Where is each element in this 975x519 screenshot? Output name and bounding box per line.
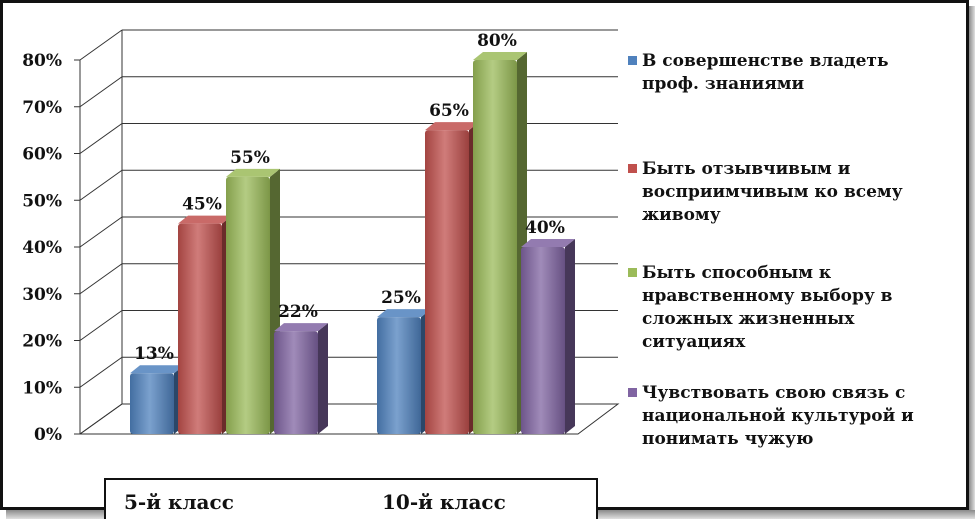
data-labels: 13% 45% 55% 22% 25% 65% 80% 40% bbox=[134, 31, 565, 364]
y-tick-label: 10% bbox=[22, 378, 62, 398]
data-label: 22% bbox=[278, 302, 318, 322]
legend-item: В совершенстве владеть проф. знаниями bbox=[628, 50, 958, 96]
legend-text: понимать чужую bbox=[642, 429, 814, 449]
frame-shadow-right bbox=[969, 6, 975, 510]
bar-side bbox=[565, 239, 575, 434]
bar-top bbox=[274, 323, 328, 332]
legend-text: Чувствовать свою связь с bbox=[642, 383, 906, 403]
bar-top bbox=[425, 122, 479, 131]
gridline-diag bbox=[79, 29, 123, 61]
y-tick-label: 40% bbox=[22, 238, 62, 258]
category-axis-box: 5-й класс 10-й класс bbox=[104, 478, 598, 519]
legend-swatch bbox=[628, 164, 637, 173]
bar-top bbox=[473, 52, 527, 60]
legend-text: проф. знаниями bbox=[642, 74, 805, 94]
bars bbox=[130, 52, 575, 434]
data-label: 80% bbox=[477, 31, 517, 51]
legend-text: Быть способным к bbox=[642, 263, 832, 283]
data-label: 13% bbox=[134, 344, 174, 364]
bar-side bbox=[318, 323, 328, 434]
y-tick-label: 30% bbox=[22, 285, 62, 305]
bar-top bbox=[178, 215, 232, 224]
category-label-5: 5-й класс bbox=[124, 490, 234, 514]
bar bbox=[521, 247, 565, 434]
y-tick-label: 60% bbox=[22, 145, 62, 165]
bar bbox=[274, 331, 318, 434]
legend-swatch bbox=[628, 388, 637, 397]
gridline-diag bbox=[79, 123, 123, 154]
y-tick-label: 70% bbox=[22, 98, 62, 118]
bar bbox=[130, 373, 174, 434]
gridline-diag bbox=[79, 76, 123, 108]
bar bbox=[377, 317, 421, 434]
y-tick-label: 20% bbox=[22, 332, 62, 352]
legend-text: живому bbox=[642, 205, 721, 225]
legend-text: национальной культурой и bbox=[642, 406, 914, 426]
y-axis-ticks: 0% 10% 20% 30% 40% 50% 60% 70% 80% bbox=[22, 51, 80, 445]
bar-top bbox=[226, 168, 280, 177]
gridline-diag bbox=[79, 356, 123, 388]
legend-swatch bbox=[628, 56, 637, 65]
category-label-10: 10-й класс bbox=[382, 490, 506, 514]
bar bbox=[178, 223, 222, 434]
data-label: 25% bbox=[381, 288, 421, 308]
gridline-diag bbox=[79, 169, 123, 201]
gridline-diag bbox=[79, 310, 123, 341]
legend-text: нравственному выбору в bbox=[642, 286, 893, 306]
gridline-diag bbox=[79, 263, 123, 295]
bar-top bbox=[130, 365, 184, 374]
gridline-diag bbox=[79, 216, 123, 248]
legend-text: восприимчивым ко всему bbox=[642, 182, 903, 202]
bar bbox=[473, 60, 517, 434]
legend-item: Быть способным к нравственному выбору в сл… bbox=[628, 262, 958, 354]
bar-top bbox=[521, 239, 575, 247]
legend-swatch bbox=[628, 268, 637, 277]
data-label: 45% bbox=[182, 195, 222, 215]
legend-text: Быть отзывчивым и bbox=[642, 159, 851, 179]
legend-text: сложных жизненных bbox=[642, 309, 855, 329]
data-label: 40% bbox=[525, 218, 565, 238]
y-tick-label: 50% bbox=[22, 191, 62, 211]
data-label: 55% bbox=[230, 148, 270, 168]
legend-text: В совершенстве владеть bbox=[642, 51, 889, 71]
y-tick-label: 0% bbox=[34, 425, 62, 445]
legend-item: Чувствовать свою связь с национальной кул… bbox=[628, 382, 958, 451]
bar bbox=[226, 176, 270, 434]
data-label: 65% bbox=[429, 101, 469, 121]
gridline-diag bbox=[79, 403, 123, 435]
y-tick-label: 80% bbox=[22, 51, 62, 71]
bar-top bbox=[377, 309, 431, 318]
legend-text: ситуациях bbox=[642, 332, 746, 352]
bar bbox=[425, 130, 469, 434]
legend-item: Быть отзывчивым и восприимчивым ко всему ж… bbox=[628, 158, 958, 227]
